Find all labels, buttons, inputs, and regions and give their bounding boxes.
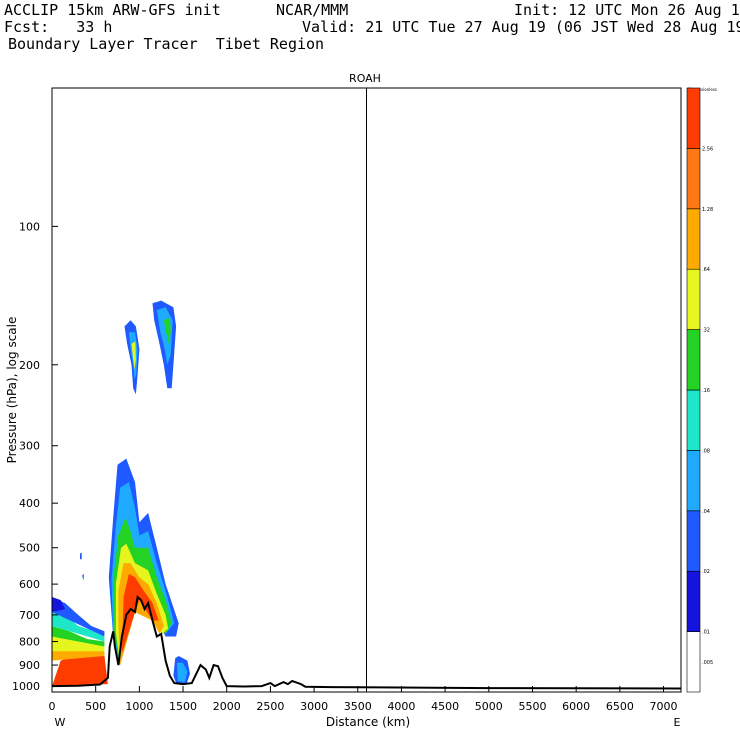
x-axis-label: Distance (km) [326,715,410,729]
y-tick-label: 200 [19,359,40,372]
y-axis: 100 200 300 400 500 600 700 800 900 1000 [12,220,58,693]
header-field: Boundary Layer Tracer Tibet Region [8,35,325,53]
x-tick-label: 6500 [606,700,634,713]
colorbar-label: .08 [702,448,710,454]
colorbar-swatch-9 [686,87,701,149]
x-tick-label: 5000 [475,700,503,713]
y-tick-label: 600 [19,578,40,591]
x-tick-label: 1500 [169,700,197,713]
y-tick-label: 300 [19,440,40,453]
colorbar-title: Dimensionless [688,87,717,92]
colorbar-label: .64 [702,267,710,273]
terrain-profile [51,595,682,690]
x-tick-label: 3500 [344,700,372,713]
x-axis: 0 500 1000 1500 2000 2500 3000 3500 4000 4500 5000… [49,686,678,713]
y-tick-label: 900 [19,659,40,672]
tracer-plume-5 [52,597,105,637]
colorbar-label: 1.28 [702,207,713,213]
y-tick-label: 800 [19,636,40,649]
colorbar-swatch-1 [686,570,701,632]
tracer-plume-6 [52,597,66,612]
tracer-plume-12 [121,573,159,654]
tracer-plume-3 [52,626,105,647]
header-valid: Valid: 21 UTC Tue 27 Aug 19 (06 JST Wed … [302,18,740,36]
plot-border [51,87,682,693]
colorbar-swatch-3 [686,450,701,512]
x-tick-label: 6000 [562,700,590,713]
tracer-plume-4 [52,612,105,642]
x-tick-label: 4000 [387,700,415,713]
x-tick-label: 5500 [518,700,546,713]
x-tick-label: 2500 [256,700,284,713]
header-model: ACCLIP 15km ARW-GFS init [4,1,221,19]
colorbar-label: .02 [702,569,710,575]
colorbar: Dimensionless .005 .01 .02 .04 .08 .16 .32 .64 1.… [686,87,717,693]
x-tick-label: 4500 [431,700,459,713]
y-tick-label: 1000 [12,680,40,693]
colorbar-swatch-7 [686,208,701,270]
colorbar-label: .01 [702,630,710,636]
chart-title: ROAH [349,72,381,85]
header-init: Init: 12 UTC Mon 26 Aug 19 [514,1,740,19]
x-tick-label: 0 [49,700,56,713]
y-tick-label: 700 [19,609,40,622]
colorbar-swatch-0 [686,631,701,693]
tracer-plume-2 [52,636,105,652]
tracer-plume-0 [52,653,108,687]
colorbar-swatch-2 [686,510,701,572]
y-tick-label: 100 [19,220,40,233]
x-end-right: E [674,716,681,729]
colorbar-label: .32 [702,328,710,334]
colorbar-swatch-5 [686,329,701,391]
header-org: NCAR/MMM [276,1,349,19]
y-tick-label: 500 [19,542,40,555]
colorbar-swatch-8 [686,148,701,210]
tracer-plume-20 [163,317,171,344]
colorbar-label: 2.56 [702,146,713,152]
colorbar-label: .04 [702,509,710,515]
x-tick-label: 3000 [300,700,328,713]
x-tick-label: 500 [85,700,106,713]
x-tick-label: 2000 [213,700,241,713]
y-axis-label: Pressure (hPa), log scale [5,317,19,464]
y-tick-label: 400 [19,497,40,510]
tracer-plume-14 [176,662,188,683]
header-fcst: Fcst: 33 h [4,18,113,36]
x-tick-label: 7000 [650,700,678,713]
colorbar-swatch-4 [686,389,701,451]
tracer-plume-22 [82,573,84,581]
x-end-left: W [55,716,66,729]
tracer-plume-21 [80,552,82,560]
x-tick-label: 1000 [125,700,153,713]
colorbar-label: .005 [702,660,713,666]
colorbar-swatch-6 [686,268,701,330]
tracer-plume-17 [131,341,136,370]
colorbar-label: .16 [702,388,710,394]
